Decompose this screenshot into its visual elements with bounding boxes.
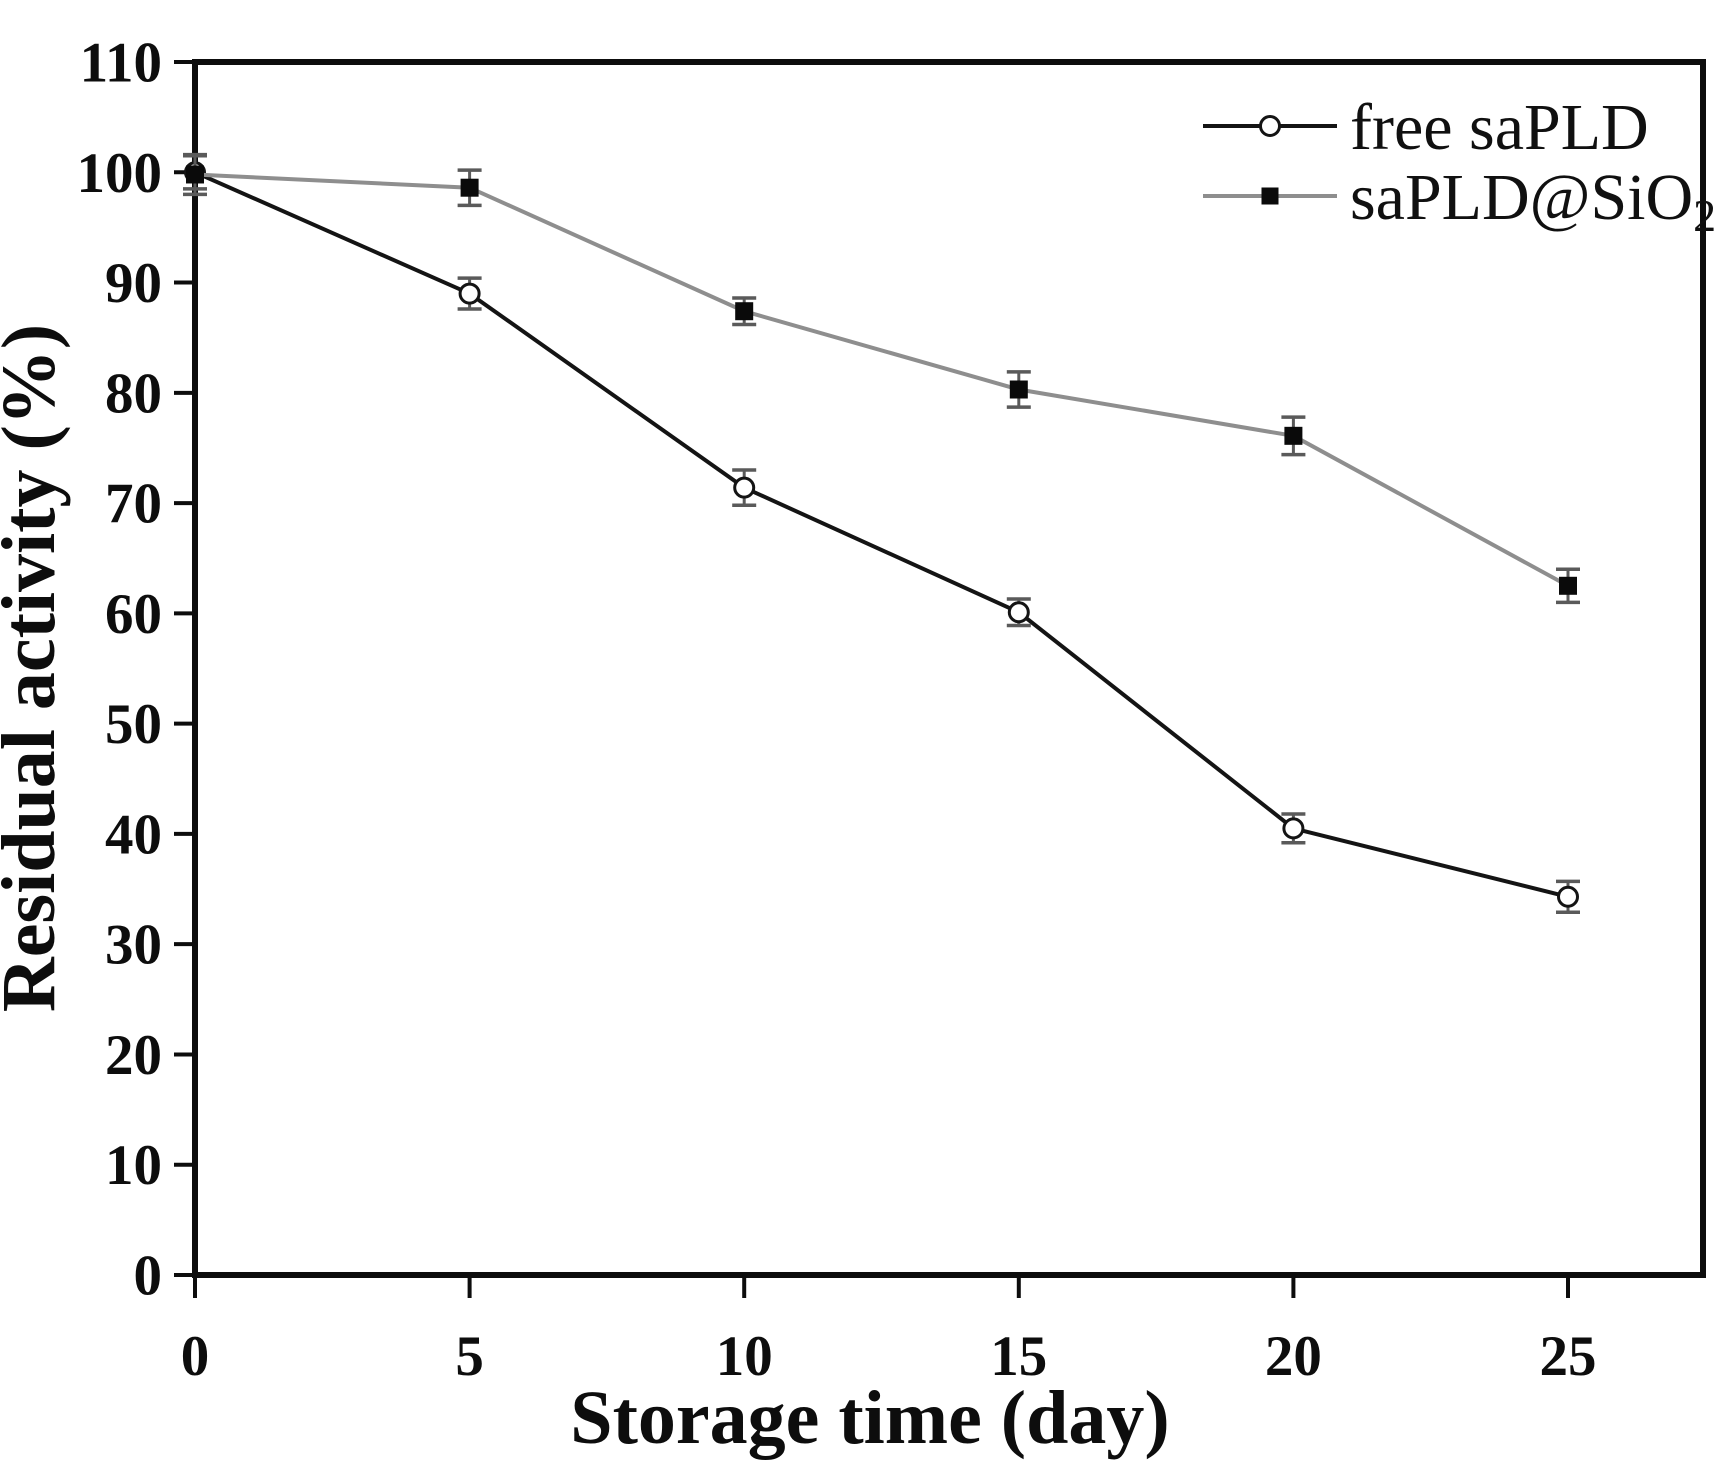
y-axis-tick-label: 50 — [105, 693, 162, 756]
y-axis-title: Residual activity (%) — [0, 324, 71, 1012]
x-axis-tick-label: 25 — [1540, 1325, 1597, 1388]
legend-label: free saPLD — [1350, 91, 1649, 164]
data-point-square-marker — [1009, 380, 1028, 399]
legend-item: saPLD@SiO2 — [1203, 161, 1716, 241]
x-axis-tick-label: 0 — [181, 1325, 210, 1388]
data-point-circle-marker — [458, 282, 481, 305]
x-axis-title: Storage time (day) — [570, 1376, 1169, 1460]
data-point-square-marker — [1284, 426, 1303, 445]
y-axis-tick-label: 70 — [105, 473, 162, 536]
y-axis-tick-label: 60 — [105, 583, 162, 646]
x-axis-tick-label: 15 — [990, 1325, 1047, 1388]
data-point-circle-marker — [1557, 885, 1579, 908]
y-axis-tick-label: 30 — [105, 914, 162, 977]
y-axis-tick-label: 90 — [105, 252, 162, 315]
y-axis-tick-label: 110 — [80, 32, 162, 95]
legend-circle-marker — [1259, 115, 1281, 137]
data-point-square-marker — [735, 302, 754, 321]
data-point-square-marker — [186, 165, 204, 184]
legend-item: free saPLD — [1203, 91, 1649, 164]
legend-label: saPLD@SiO2 — [1350, 161, 1716, 241]
y-axis-tick-label: 20 — [105, 1024, 162, 1087]
series-free-sapld — [183, 153, 1580, 914]
data-point-circle-marker — [1282, 817, 1305, 840]
series-sapld-sio2 — [183, 152, 1580, 605]
data-point-square-marker — [460, 178, 479, 197]
y-axis-tick-label: 40 — [105, 803, 162, 866]
y-axis-tick-label: 100 — [77, 142, 163, 205]
data-point-circle-marker — [1007, 601, 1030, 624]
x-axis-tick-label: 5 — [455, 1325, 484, 1388]
data-point-circle-marker — [733, 476, 756, 499]
plot-layer: 0 10 20 30 40 50 60 70 80 90 100 110 0 5 10 15 20 25 — [77, 32, 1706, 1388]
series-line — [194, 170, 1569, 899]
y-axis-tick-label: 10 — [105, 1134, 162, 1197]
legend-square-marker — [1261, 187, 1279, 205]
data-point-square-marker — [1559, 576, 1577, 595]
y-axis-tick-label: 0 — [134, 1245, 163, 1308]
series-line — [194, 172, 1569, 588]
y-axis-tick-label: 80 — [105, 362, 162, 425]
plot-border — [192, 59, 1706, 1278]
x-axis-tick-label: 10 — [716, 1325, 773, 1388]
x-axis-tick-label: 20 — [1265, 1325, 1322, 1388]
